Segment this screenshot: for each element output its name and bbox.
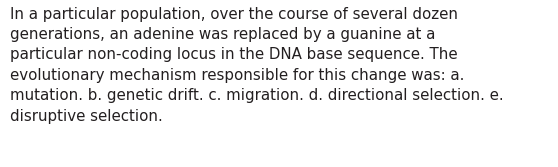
Text: In a particular population, over the course of several dozen
generations, an ade: In a particular population, over the cou…: [10, 7, 504, 124]
